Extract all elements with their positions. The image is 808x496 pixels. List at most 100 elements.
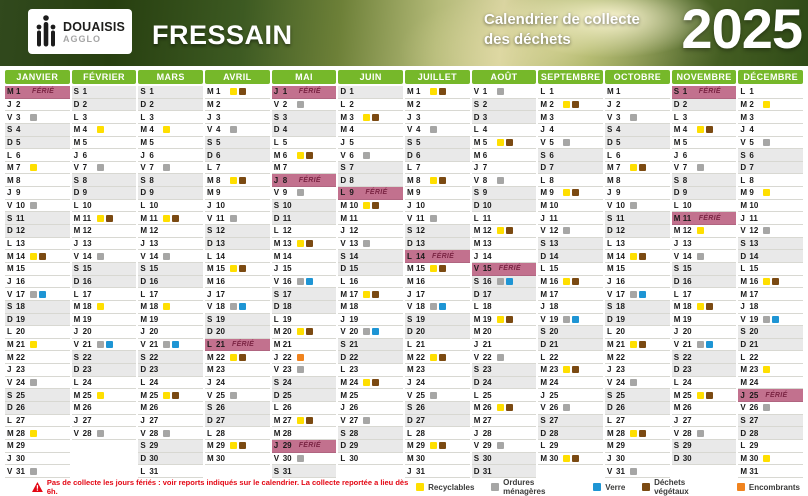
- weekday-letter: D: [740, 340, 747, 350]
- collection-marks: [430, 126, 438, 134]
- day-row-novembre-17: L 17: [671, 288, 737, 301]
- day-number: 2: [682, 99, 688, 109]
- day-row-octobre-25: S 25: [605, 389, 670, 403]
- day-number: 21: [149, 340, 159, 350]
- weekday-letter: M: [607, 340, 614, 350]
- day-row-janvier-26: D 26: [5, 402, 70, 415]
- day-number: 15: [416, 264, 425, 274]
- day-number: 10: [549, 201, 559, 211]
- day-number: 5: [216, 137, 221, 147]
- weekday-letter: V: [73, 340, 80, 350]
- day-number: 2: [549, 99, 554, 109]
- day-number: 23: [349, 365, 359, 375]
- weekday-letter: V: [207, 213, 213, 223]
- day-row-janvier-27: L 27: [5, 414, 70, 428]
- mark-recyclables-icon: [763, 454, 771, 462]
- mark-recyclables-icon: [763, 277, 771, 285]
- day-number: 23: [749, 365, 759, 375]
- day-number: 23: [482, 365, 492, 375]
- day-number: 4: [16, 125, 21, 135]
- mark-recyclables-icon: [96, 214, 104, 222]
- day-row-fevrier-26: M 26: [71, 402, 137, 415]
- day-number: 18: [149, 302, 159, 312]
- weekday-letter: M: [673, 125, 681, 135]
- weekday-letter: D: [473, 289, 480, 299]
- weekday-letter: J: [207, 112, 212, 122]
- day-number: 23: [16, 365, 25, 375]
- mark-dechets-vegetaux-icon: [572, 189, 580, 197]
- weekday-letter: J: [540, 302, 545, 312]
- mark-ordures-menageres-icon: [763, 315, 771, 323]
- day-number: 22: [282, 352, 292, 362]
- weekday-letter: J: [273, 264, 279, 274]
- legend-item-verre: Verre: [593, 483, 625, 492]
- mark-verre-icon: [172, 341, 180, 349]
- day-row-avril-22: M 22: [205, 351, 270, 365]
- month-days: M 1 FÉRIÉ J 2 V 3 S 4 D 5 L 6 M 7 M 8 J 9 V 10 S 11 D 12 L 13 M 14 M 1…: [5, 86, 70, 478]
- weekday-letter: D: [673, 453, 680, 463]
- day-number: 1: [216, 87, 221, 97]
- mark-ordures-menageres-icon: [163, 429, 171, 437]
- weekday-letter: D: [673, 365, 680, 375]
- weekday-letter: M: [340, 201, 348, 211]
- day-row-juin-17: M 17: [338, 288, 404, 301]
- day-number: 27: [149, 415, 159, 425]
- weekday-letter: D: [540, 428, 547, 438]
- day-number: 4: [482, 125, 488, 135]
- day-number: 6: [349, 150, 354, 160]
- weekday-letter: V: [407, 302, 413, 312]
- weekday-letter: V: [207, 125, 213, 135]
- day-row-mai-14: M 14: [271, 250, 337, 263]
- mark-ordures-menageres-icon: [30, 467, 37, 475]
- weekday-letter: J: [7, 188, 12, 198]
- weekday-letter: V: [473, 87, 480, 97]
- day-number: 5: [82, 137, 88, 147]
- weekday-letter: M: [407, 352, 414, 362]
- collection-marks: [696, 227, 704, 235]
- day-number: 28: [482, 428, 492, 438]
- day-row-juillet-18: V 18: [405, 300, 470, 314]
- weekday-letter: S: [740, 327, 746, 337]
- legend-label: Encombrants: [748, 482, 800, 492]
- day-row-avril-30: M 30: [205, 452, 270, 466]
- weekday-letter: J: [607, 453, 612, 463]
- day-number: 26: [349, 403, 359, 413]
- day-number: 7: [149, 163, 154, 173]
- day-row-fevrier-14: V 14: [71, 250, 137, 263]
- day-number: 19: [16, 314, 25, 324]
- weekday-letter: M: [740, 276, 748, 286]
- collection-marks: [496, 353, 504, 361]
- day-row-septembre-28: D 28: [538, 427, 604, 440]
- weekday-letter: L: [340, 365, 346, 375]
- day-number: 24: [82, 378, 92, 388]
- mark-ordures-menageres-icon: [296, 100, 304, 108]
- day-number: 13: [216, 239, 225, 248]
- weekday-letter: V: [273, 99, 280, 109]
- weekday-letter: D: [273, 125, 280, 135]
- day-number: 28: [416, 428, 425, 438]
- weekday-letter: L: [273, 403, 279, 413]
- day-number: 2: [416, 99, 421, 109]
- day-number: 24: [16, 378, 25, 388]
- collection-marks: [96, 303, 104, 311]
- collection-marks: [296, 454, 304, 462]
- weekday-letter: L: [73, 112, 79, 122]
- weekday-letter: V: [473, 264, 480, 274]
- day-row-avril-26: S 26: [205, 402, 270, 415]
- day-number: 12: [149, 226, 159, 236]
- weekday-letter: M: [407, 453, 414, 463]
- weekday-letter: V: [740, 403, 746, 413]
- mark-recyclables-icon: [296, 151, 304, 159]
- day-number: 30: [482, 453, 492, 463]
- day-number: 5: [749, 137, 754, 147]
